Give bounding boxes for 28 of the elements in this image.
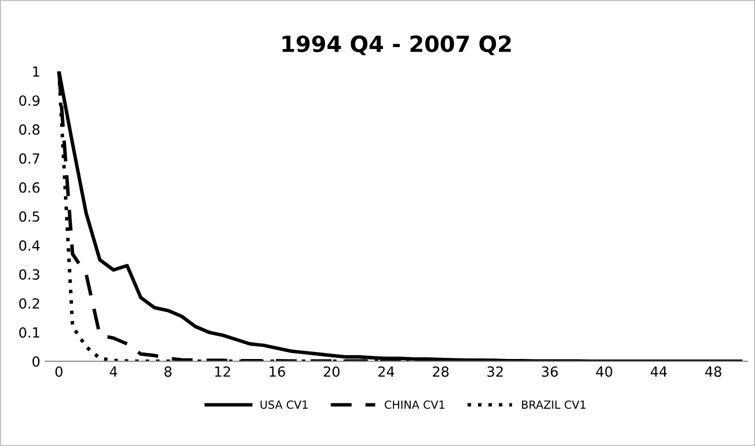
y-tick-label: 0.7 bbox=[19, 153, 40, 164]
legend-label: CHINA CV1 bbox=[384, 400, 444, 409]
y-tick-label: 1 bbox=[33, 66, 40, 77]
x-tick-label: 12 bbox=[215, 366, 230, 377]
legend-label: USA CV1 bbox=[260, 400, 308, 409]
x-tick-label: 32 bbox=[487, 366, 503, 377]
y-tick-label: 0 bbox=[32, 356, 40, 367]
x-tick-label: 44 bbox=[650, 366, 667, 377]
x-tick-label: 0 bbox=[55, 366, 62, 377]
x-tick-label: 20 bbox=[324, 366, 340, 377]
x-tick-label: 36 bbox=[542, 366, 558, 377]
y-tick-label: 0.6 bbox=[19, 182, 40, 193]
y-tick-label: 0.2 bbox=[19, 298, 40, 309]
x-tick-label: 28 bbox=[432, 366, 449, 377]
y-tick-label: 0.5 bbox=[19, 211, 40, 222]
y-tick-label: 0.3 bbox=[19, 269, 40, 280]
y-tick-label: 0.1 bbox=[19, 327, 40, 338]
legend-label: BRAZIL CV1 bbox=[522, 400, 586, 409]
x-tick-label: 40 bbox=[596, 366, 612, 377]
x-tick-label: 24 bbox=[378, 366, 394, 377]
x-tick-label: 4 bbox=[110, 366, 118, 377]
y-tick-label: 0.8 bbox=[19, 124, 40, 135]
x-tick-label: 16 bbox=[270, 366, 286, 377]
y-tick-label: 0.4 bbox=[19, 240, 40, 251]
x-tick-label: 48 bbox=[705, 366, 722, 377]
chart-title: 1994 Q4 - 2007 Q2 bbox=[282, 35, 511, 56]
y-tick-label: 0.9 bbox=[19, 95, 40, 106]
x-tick-label: 8 bbox=[164, 366, 172, 377]
